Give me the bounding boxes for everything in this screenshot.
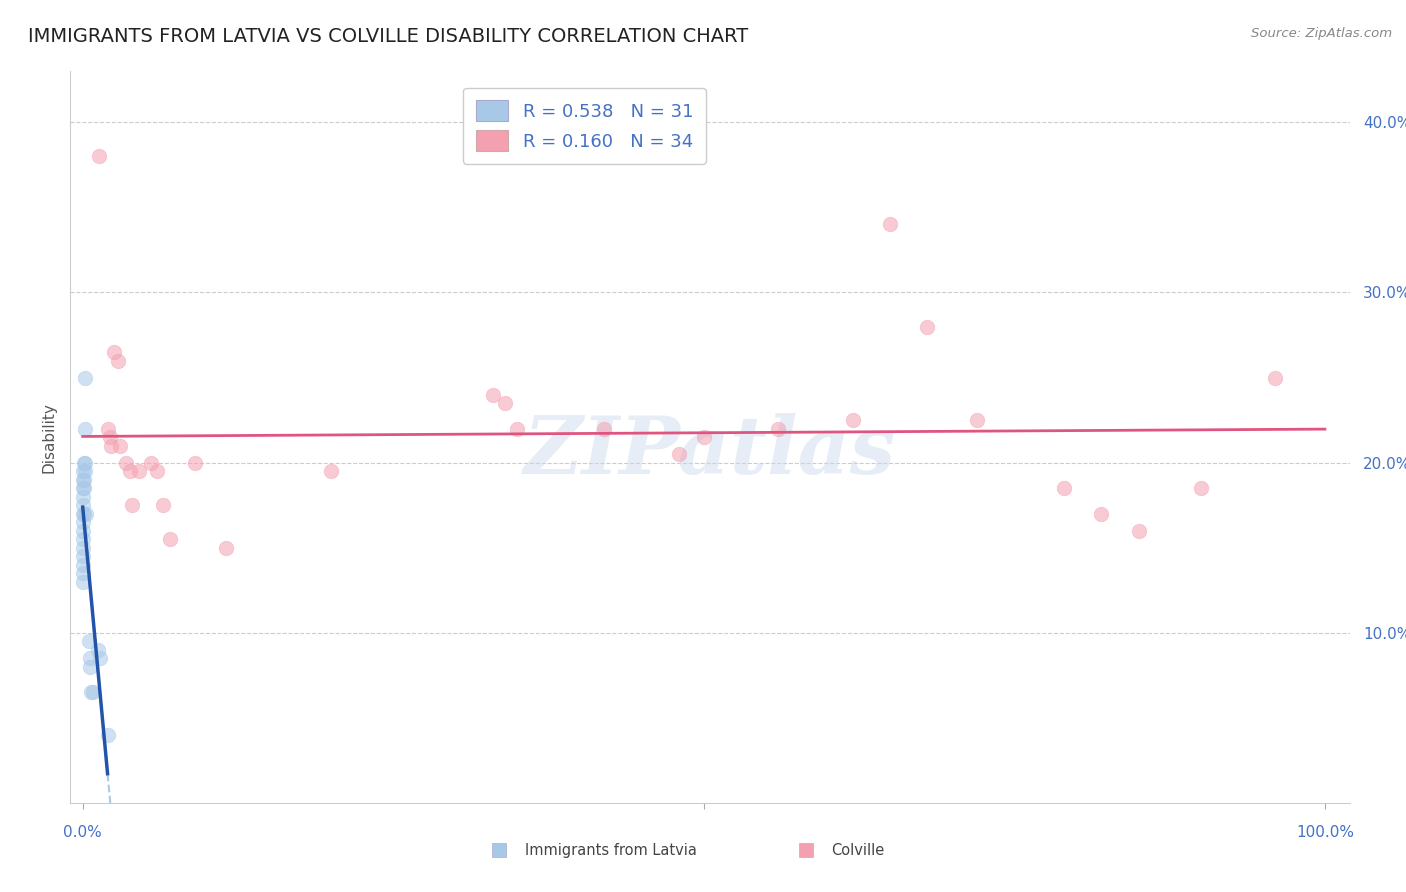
Point [89, 651, 111, 665]
Point [73, 473, 96, 487]
Point [139, 456, 162, 470]
Point [506, 421, 529, 435]
Point [72, 532, 94, 546]
Text: Colville: Colville [831, 843, 884, 858]
Point [107, 353, 129, 368]
Point [72, 490, 94, 504]
Text: 100.0%: 100.0% [1296, 825, 1354, 839]
Point [668, 447, 690, 461]
Y-axis label: Disability: Disability [41, 401, 56, 473]
Point [79, 659, 101, 673]
Point [103, 345, 125, 359]
Point [72, 507, 94, 521]
Point [321, 464, 343, 478]
Point [75, 464, 97, 478]
Point [693, 430, 716, 444]
Point [917, 319, 939, 334]
Text: ZIPatlas: ZIPatlas [524, 413, 896, 491]
Point [72, 464, 94, 478]
Point [159, 532, 181, 546]
Point [214, 541, 236, 555]
Point [152, 498, 174, 512]
Point [98, 430, 121, 444]
Point [842, 413, 865, 427]
Point [146, 464, 169, 478]
Point [72, 541, 94, 555]
Point [72, 498, 94, 512]
Point [1264, 370, 1286, 384]
Point [87, 149, 110, 163]
Point [121, 498, 143, 512]
Text: Immigrants from Latvia: Immigrants from Latvia [524, 843, 696, 858]
Point [481, 387, 503, 401]
Text: Source: ZipAtlas.com: Source: ZipAtlas.com [1251, 27, 1392, 40]
Point [100, 439, 122, 453]
Point [494, 396, 516, 410]
Point [72, 473, 94, 487]
Point [72, 515, 94, 529]
Point [97, 728, 120, 742]
Text: 0.0%: 0.0% [63, 825, 103, 839]
Point [593, 421, 616, 435]
Point [1128, 524, 1150, 538]
Point [73, 507, 96, 521]
Point [128, 464, 150, 478]
Point [1189, 481, 1212, 495]
Point [75, 370, 97, 384]
Point [73, 456, 96, 470]
Point [768, 421, 790, 435]
Point [72, 549, 94, 563]
Point [80, 685, 103, 699]
Text: IMMIGRANTS FROM LATVIA VS COLVILLE DISABILITY CORRELATION CHART: IMMIGRANTS FROM LATVIA VS COLVILLE DISAB… [28, 27, 748, 45]
Legend: R = 0.538   N = 31, R = 0.160   N = 34: R = 0.538 N = 31, R = 0.160 N = 34 [463, 87, 706, 164]
Point [82, 685, 104, 699]
Point [115, 456, 138, 470]
Point [75, 456, 97, 470]
Point [72, 481, 94, 495]
Point [1053, 481, 1076, 495]
Point [72, 566, 94, 581]
Point [73, 481, 96, 495]
Point [75, 507, 97, 521]
Point [72, 574, 94, 589]
Point [72, 558, 94, 572]
Point [86, 642, 108, 657]
Point [966, 413, 988, 427]
Point [75, 421, 97, 435]
Point [72, 524, 94, 538]
Point [79, 651, 101, 665]
Point [879, 218, 901, 232]
Point [108, 439, 131, 453]
Point [118, 464, 141, 478]
Point [77, 634, 100, 648]
Point [183, 456, 205, 470]
Point [97, 421, 120, 435]
Point [1090, 507, 1112, 521]
